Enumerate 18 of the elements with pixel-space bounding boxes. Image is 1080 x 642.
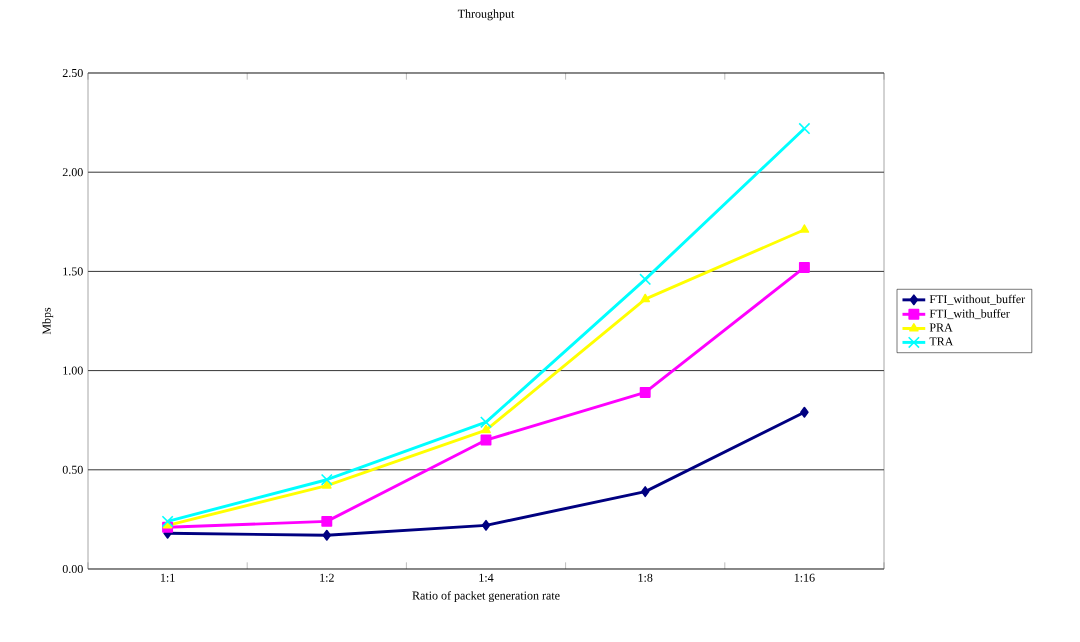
y-tick-label: 0.00 xyxy=(62,564,83,574)
x-tick-label: 1:8 xyxy=(638,573,653,582)
y-tick-label: 2.00 xyxy=(62,168,83,177)
chart-title: Throughput xyxy=(457,9,515,21)
x-tick-label: 1:16 xyxy=(794,573,815,582)
legend-label: TRA xyxy=(929,337,954,346)
x-tick-label: 1:4 xyxy=(479,573,494,582)
y-tick-label: 1.00 xyxy=(63,366,83,375)
y-tick-label: 0.50 xyxy=(62,465,83,474)
x-axis-title: Ratio of packet generation rate xyxy=(412,591,560,603)
y-tick-label: 2.50 xyxy=(62,68,83,78)
legend-label: PRA xyxy=(929,323,953,332)
x-tick-label: 1:2 xyxy=(320,573,334,582)
y-tick-label: 1.50 xyxy=(63,267,83,276)
x-tick-label: 1:1 xyxy=(160,573,175,582)
legend-label: FTI_with_buffer xyxy=(929,309,1010,320)
y-axis-title: Mbps xyxy=(42,307,54,335)
legend-label: FTI_without_buffer xyxy=(929,294,1026,305)
